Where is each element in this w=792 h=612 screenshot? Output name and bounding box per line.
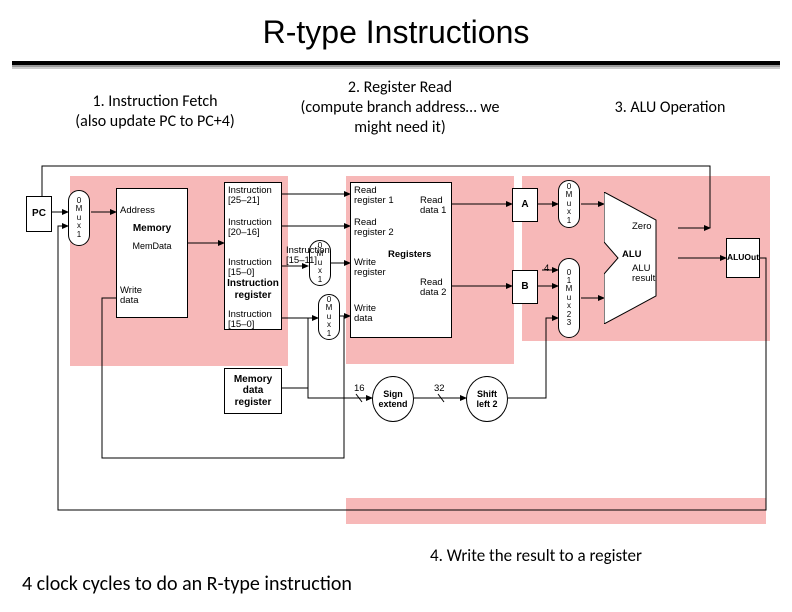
address-label: Address (120, 206, 155, 216)
se2: extend (378, 399, 407, 409)
i2016: Instruction [20–16] (228, 218, 272, 239)
step-1-line2: (also update PC to PC+4) (75, 112, 234, 131)
mdr2: data (243, 385, 264, 397)
mux-1: 1 (77, 231, 81, 239)
step-2-line3: might need it) (354, 118, 445, 137)
rd1-label: Read data 1 (420, 196, 446, 217)
ir-label1: Instruction (227, 278, 279, 290)
pc-label: PC (32, 208, 46, 220)
memory-label: Memory (133, 223, 171, 235)
rr1-label: Read register 1 (354, 186, 394, 207)
aluout-label: ALUOut (727, 253, 759, 263)
mdr1: Memory (234, 374, 272, 386)
memdata-label: MemData (132, 241, 171, 251)
rm1: 1 (318, 276, 322, 284)
mux-iord: 0 M u x 1 (68, 190, 90, 246)
alu-label: ALU (622, 250, 642, 260)
mdr3: register (235, 397, 272, 409)
datapath-diagram: PC 0 M u x 1 Memory MemData Address Writ… (18, 158, 774, 538)
n16: 16 (354, 384, 365, 394)
i1511: Instruction [15–11] (286, 246, 330, 267)
n32: 32 (434, 384, 445, 394)
am1: 1 (567, 217, 571, 225)
aluresult-label: ALU result (632, 264, 655, 285)
step-3-text: 3. ALU Operation (615, 98, 726, 117)
mux-memtoreg: 0 M u x 1 (318, 294, 340, 340)
mem-writedata-label: Write data (120, 286, 142, 307)
aluout-register: ALUOut (726, 238, 760, 278)
rr2-label: Read register 2 (354, 218, 394, 239)
memory-data-register: Memory data register (224, 368, 282, 414)
i150b: Instruction [15–0] (228, 310, 272, 331)
pc-register: PC (26, 196, 52, 232)
se1: Sign (383, 389, 403, 399)
step-1-label: 1. Instruction Fetch (also update PC to … (50, 92, 260, 132)
mux-alusrca: 0 M u x 1 (558, 180, 580, 228)
mux-alusrcb: 0 1 M u x 2 3 (558, 258, 580, 338)
step-2-label: 2. Register Read (compute branch address… (275, 78, 525, 138)
bm3: 3 (567, 319, 571, 327)
step-labels-row: 1. Instruction Fetch (also update PC to … (0, 78, 792, 148)
rd2-label: Read data 2 (420, 278, 446, 299)
sign-extend: Sign extend (372, 376, 414, 422)
sl2: left 2 (476, 399, 497, 409)
a-register: A (512, 188, 538, 222)
b-label: B (521, 281, 528, 293)
zero-label: Zero (632, 222, 652, 232)
mm1: 1 (327, 330, 331, 338)
title-divider (12, 61, 780, 67)
shift-left-2: Shift left 2 (466, 376, 508, 422)
i2521: Instruction [25–21] (228, 186, 272, 207)
wd-label: Write data (354, 304, 376, 325)
summary-text: 4 clock cycles to do an R-type instructi… (22, 572, 352, 596)
wr-label: Write register (354, 258, 386, 279)
step-2-line1: 2. Register Read (348, 78, 452, 97)
step-3-label: 3. ALU Operation (590, 98, 750, 118)
sl1: Shift (477, 389, 497, 399)
step-2-line2: (compute branch address… we (300, 98, 499, 117)
slide-title: R-type Instructions (0, 0, 792, 51)
a-label: A (521, 199, 528, 211)
b-register: B (512, 270, 538, 304)
const-4: 4 (544, 264, 549, 274)
step-4-label: 4. Write the result to a register (430, 545, 642, 566)
step-1-line1: 1. Instruction Fetch (92, 92, 217, 111)
registers-label: Registers (388, 250, 431, 260)
ir-label2: register (235, 290, 272, 302)
alu-block (604, 192, 680, 324)
i150a: Instruction [15–0] (228, 258, 272, 279)
